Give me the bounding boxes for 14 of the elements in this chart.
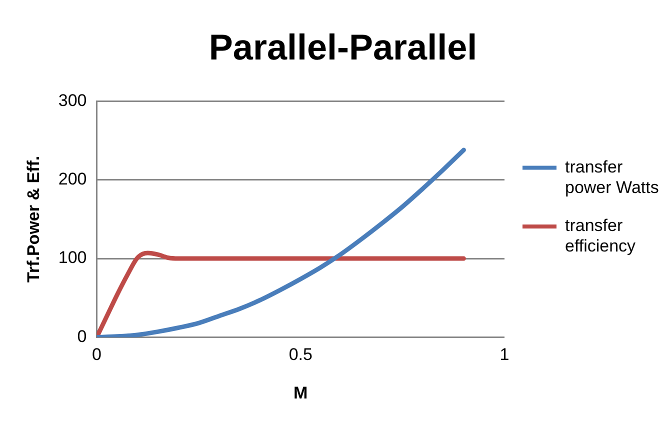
- legend-label: transfer power Watts: [565, 157, 659, 197]
- y-tick-label: 300: [58, 90, 87, 110]
- y-tick-label: 200: [58, 170, 87, 189]
- line-series: [96, 250, 466, 338]
- legend-label: transfer efficiency: [565, 216, 636, 256]
- y-tick-label: 100: [58, 248, 87, 268]
- y-tick-label: 0: [77, 326, 87, 346]
- line-series: [96, 148, 466, 338]
- x-tick-label: 1: [500, 345, 510, 364]
- x-axis-title: M: [294, 383, 308, 402]
- x-tick-label: 0.5: [288, 345, 312, 364]
- y-axis-title: Trf.Power & Eff.: [24, 156, 43, 282]
- chart-title: Parallel-Parallel: [208, 26, 478, 68]
- x-tick-label: 0: [92, 345, 102, 364]
